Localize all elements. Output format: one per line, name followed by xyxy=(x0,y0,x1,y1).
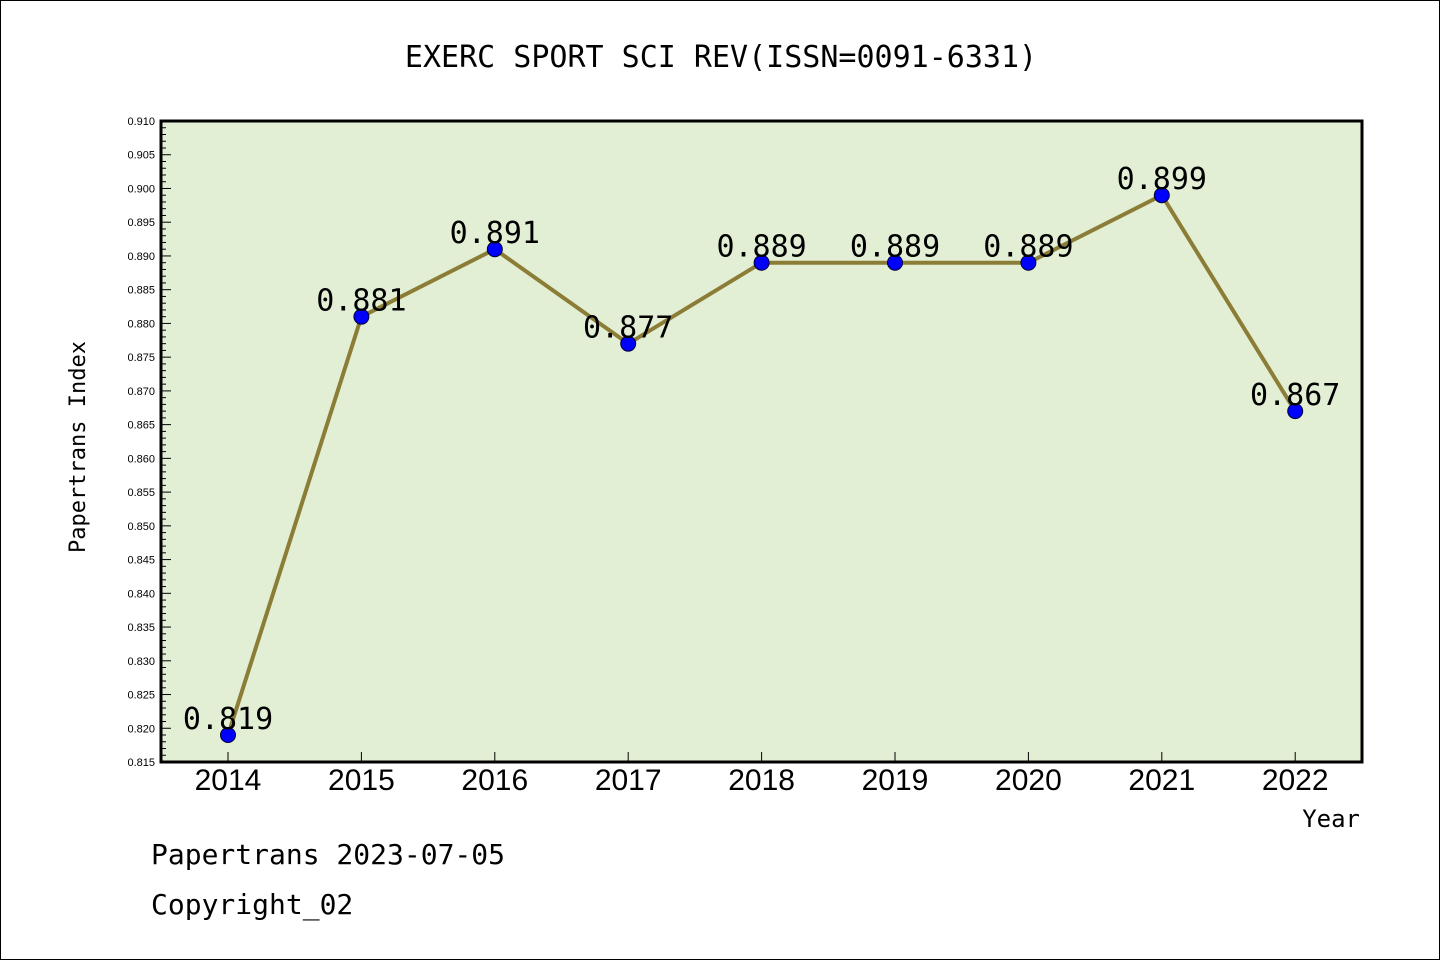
data-point xyxy=(1020,254,1037,271)
data-label: 0.867 xyxy=(1250,378,1340,413)
y-tick-label: 0.820 xyxy=(127,723,155,735)
data-label: 0.889 xyxy=(850,230,940,265)
data-point xyxy=(486,241,503,258)
y-tick-label: 0.870 xyxy=(127,386,155,398)
data-point xyxy=(1287,403,1304,420)
data-labels: 0.819 0.881 0.891 0.877 0.889 0.889 0.889 0.899… xyxy=(183,162,1341,737)
data-point xyxy=(620,335,637,352)
data-label: 0.889 xyxy=(716,230,806,265)
x-tick-label: 2015 xyxy=(328,764,395,797)
y-tick-label: 0.840 xyxy=(127,588,155,600)
y-tick-label: 0.885 xyxy=(127,285,155,297)
x-tick-label: 2018 xyxy=(728,764,795,797)
x-axis: 2014 2015 2016 2017 2018 2019 2020 2021 2022 xyxy=(195,752,1329,797)
y-tick-label: 0.895 xyxy=(127,217,155,229)
x-tick-label: 2016 xyxy=(461,764,528,797)
y-tick-label: 0.860 xyxy=(127,453,155,465)
data-label: 0.889 xyxy=(983,230,1073,265)
data-label: 0.877 xyxy=(583,311,673,346)
data-label: 0.899 xyxy=(1117,162,1207,197)
y-axis: 0.815 0.820 0.825 0.830 0.835 0.840 0.845 0.850… xyxy=(127,116,171,769)
y-tick-label: 0.855 xyxy=(127,487,155,499)
y-tick-label: 0.845 xyxy=(127,555,155,567)
x-tick-label: 2014 xyxy=(195,764,262,797)
y-tick-label: 0.850 xyxy=(127,521,155,533)
data-label: 0.819 xyxy=(183,702,273,737)
x-tick-label: 2017 xyxy=(595,764,662,797)
x-tick-label: 2019 xyxy=(862,764,929,797)
x-tick-label: 2021 xyxy=(1128,764,1195,797)
y-tick-label: 0.815 xyxy=(127,757,155,769)
x-tick-label: 2022 xyxy=(1262,764,1329,797)
chart-title: EXERC SPORT SCI REV(ISSN=0091-6331) xyxy=(405,40,1037,75)
data-point xyxy=(1153,187,1170,204)
y-tick-label: 0.880 xyxy=(127,318,155,330)
y-axis-label: Papertrans Index xyxy=(66,341,91,553)
y-tick-label: 0.865 xyxy=(127,420,155,432)
footer-date: Papertrans 2023-07-05 xyxy=(151,838,505,871)
y-tick-label: 0.825 xyxy=(127,690,155,702)
plot-border xyxy=(159,119,1364,764)
data-point xyxy=(887,254,903,271)
data-label: 0.891 xyxy=(450,216,540,251)
y-tick-label: 0.890 xyxy=(127,251,155,263)
plot-area xyxy=(161,121,1362,762)
y-tick-label: 0.830 xyxy=(127,656,155,668)
x-tick-label: 2020 xyxy=(995,764,1062,797)
data-label: 0.881 xyxy=(316,284,406,319)
x-axis-label: Year xyxy=(1302,805,1360,833)
y-tick-label: 0.900 xyxy=(127,183,155,195)
y-tick-label: 0.835 xyxy=(127,622,155,634)
data-point xyxy=(220,727,236,744)
data-point xyxy=(353,308,370,325)
data-points xyxy=(220,187,1304,744)
data-point xyxy=(753,254,770,271)
y-tick-label: 0.875 xyxy=(127,352,155,364)
y-tick-label: 0.905 xyxy=(127,150,155,162)
y-tick-label: 0.910 xyxy=(127,116,155,128)
footer-copyright: Copyright_02 xyxy=(151,888,353,922)
